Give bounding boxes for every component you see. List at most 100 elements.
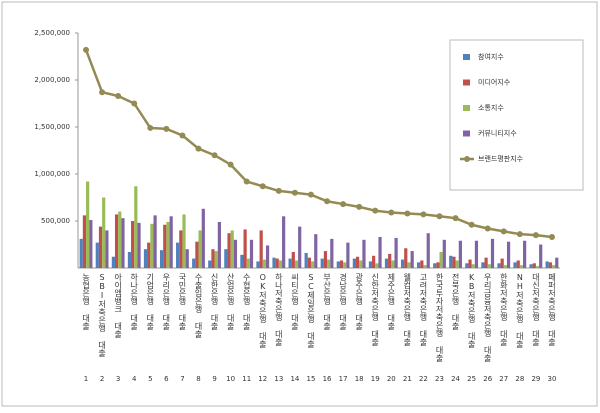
bar [147, 242, 151, 268]
bar [433, 263, 437, 268]
bar [282, 216, 286, 268]
bar [548, 262, 552, 268]
x-tick-number: 27 [499, 375, 508, 383]
bar [449, 255, 453, 268]
bar [272, 257, 276, 268]
bar [410, 251, 414, 268]
line-point [131, 100, 138, 107]
bar [378, 236, 382, 268]
bar [131, 221, 135, 268]
bar [330, 238, 334, 268]
line-point [307, 191, 314, 198]
legend-swatch [463, 105, 470, 111]
line-point [115, 92, 122, 99]
legend-label: 소통지수 [478, 103, 504, 112]
bar [246, 258, 250, 268]
bar [121, 218, 125, 268]
x-tick-number: 8 [196, 375, 200, 383]
bar [343, 262, 347, 268]
bar [166, 221, 170, 268]
x-tick-label: 부산은행 대출 [322, 273, 331, 330]
bar [539, 244, 543, 268]
bar [555, 257, 559, 268]
bar [458, 240, 462, 268]
bar [169, 216, 173, 268]
bar [471, 264, 475, 268]
bar [256, 261, 260, 268]
bar [243, 229, 247, 268]
bar [535, 266, 540, 268]
line-point [147, 124, 154, 131]
line-point [259, 183, 266, 190]
line-point [484, 225, 491, 232]
x-tick-label: 기업은행 대출 [146, 273, 155, 330]
bar [400, 259, 405, 268]
x-tick-label: 하나저축은행 대출 [274, 272, 283, 346]
line-point [388, 209, 395, 216]
x-tick-number: 5 [148, 375, 152, 383]
bar [159, 250, 164, 268]
x-tick-number: 20 [387, 375, 396, 383]
bar [275, 258, 279, 268]
bar [529, 264, 533, 268]
bar [352, 258, 356, 268]
bar [404, 248, 408, 268]
x-tick-label: 한화저축은행 대출 [499, 273, 508, 346]
x-tick-number: 4 [132, 375, 137, 383]
bar [503, 265, 507, 268]
line-point [404, 210, 411, 217]
bar [417, 262, 421, 268]
bar [346, 242, 350, 268]
bar [233, 239, 238, 268]
x-tick-label: 산업은행 대출 [226, 272, 235, 330]
x-tick-number: 7 [180, 375, 184, 383]
legend-label: 미디어지수 [478, 78, 511, 87]
bar [484, 257, 488, 268]
x-tick-label: 경남은행 대출 [338, 272, 347, 330]
bar [481, 262, 485, 268]
legend-swatch [463, 79, 470, 86]
bar [192, 258, 196, 268]
bar [298, 226, 302, 268]
bar [474, 240, 479, 268]
bar [339, 260, 344, 268]
x-tick-label: 전북은행 대출 [451, 272, 460, 330]
bar [362, 239, 366, 268]
x-tick-label: 하나은행 대출 [129, 272, 138, 330]
line-point [243, 178, 250, 185]
x-tick-label: 신한은행 대출 [210, 273, 219, 330]
x-tick-label: KB저축은행 대출 [467, 273, 476, 348]
bar [519, 265, 524, 268]
bar [127, 252, 132, 268]
bar [82, 215, 87, 268]
x-tick-number: 12 [258, 375, 267, 383]
legend-box [449, 39, 584, 191]
line-point [452, 215, 459, 222]
x-tick-number: 25 [467, 375, 476, 383]
bar [102, 197, 106, 268]
bar [230, 230, 234, 268]
bar [455, 260, 459, 268]
bar [278, 260, 283, 268]
bar [304, 252, 308, 268]
x-tick-number: 1 [84, 375, 88, 383]
bar [442, 239, 446, 268]
x-tick-number: 15 [307, 375, 316, 383]
line-point [436, 213, 443, 220]
line-point [532, 232, 539, 239]
bar [217, 221, 221, 268]
bar [176, 242, 180, 268]
bar [452, 256, 456, 268]
bar [375, 263, 379, 268]
bar [359, 260, 363, 268]
x-tick-label: 우리은행 대출 [162, 273, 171, 330]
x-tick-label: 국민은행 대출 [178, 273, 187, 330]
y-tick-label: 1,500,000 [34, 123, 70, 131]
bar [426, 233, 430, 268]
bar [201, 208, 205, 268]
bar [150, 223, 154, 268]
x-tick-number: 9 [212, 375, 216, 383]
x-tick-label: SC제일은행 대출 [306, 273, 315, 348]
line-point [275, 187, 282, 194]
bar [423, 265, 427, 268]
